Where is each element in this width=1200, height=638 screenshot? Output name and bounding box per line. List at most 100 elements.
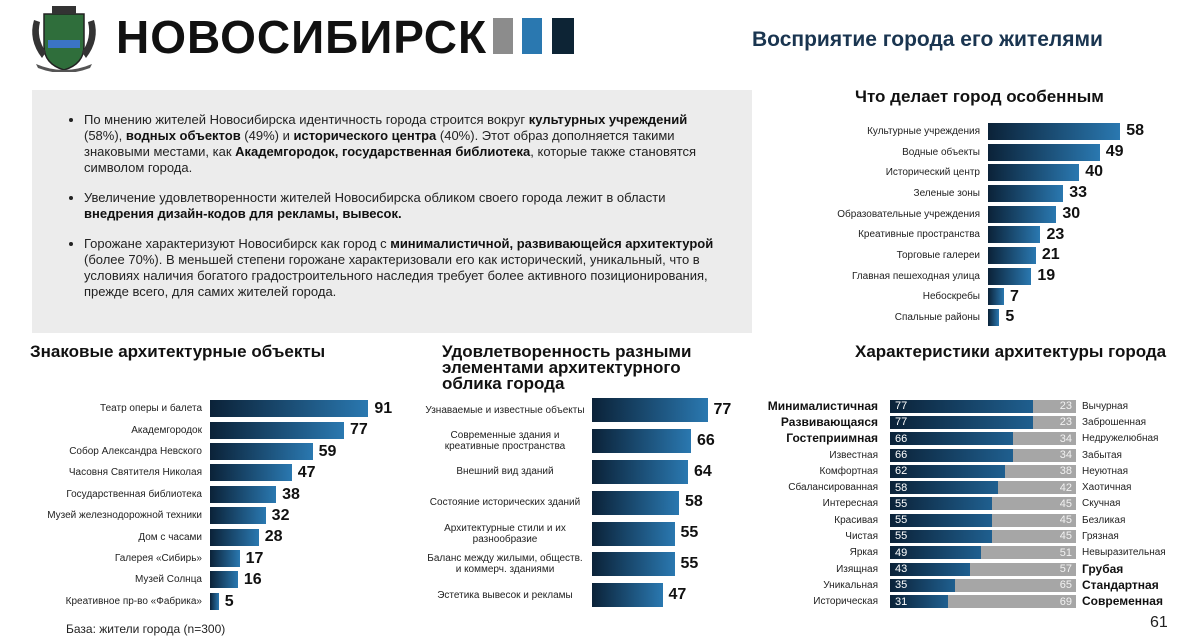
bar-segment: [890, 578, 956, 592]
value-label: 30: [1062, 204, 1081, 222]
value-label: 59: [318, 442, 337, 460]
value-label: 58: [685, 493, 703, 511]
page-title: НОВОСИБИРСК: [116, 11, 488, 63]
value-label: 17: [245, 549, 264, 567]
category-label: Архитектурные стили и их разнообразие: [444, 522, 566, 545]
chart-title: Что делает город особенным: [855, 87, 1104, 106]
category-label: Государственная библиотека: [66, 488, 202, 500]
page-number: 61: [1150, 614, 1168, 631]
decor-square: [493, 18, 513, 54]
chart-title: Характеристики архитектуры города: [855, 342, 1167, 361]
bullet-text: Академгородок, государственная библиотек…: [235, 144, 531, 159]
category-label: Образовательные учреждения: [837, 208, 980, 220]
bar: [592, 490, 679, 515]
value-label: 47: [297, 464, 316, 482]
value-label: 23: [1059, 416, 1072, 429]
bullet-text: (49%) и: [240, 128, 294, 143]
category-label: Галерея «Сибирь»: [114, 552, 202, 564]
bar: [592, 429, 691, 454]
page-subtitle: Восприятие города его жителями: [752, 28, 1103, 51]
value-label: 58: [1126, 122, 1145, 139]
category-label-right: Заброшенная: [1082, 416, 1147, 428]
category-label: Узнаваемые и известные объекты: [425, 404, 585, 416]
bar-segment: [1012, 448, 1076, 462]
value-label: 66: [895, 448, 908, 461]
bar: [210, 507, 266, 525]
bar-segment: [1005, 464, 1076, 478]
bar-segment: [997, 481, 1076, 495]
category-label: Культурные учреждения: [867, 125, 980, 137]
category-label: Интересная: [822, 498, 878, 510]
bullet-text: Увеличение удовлетворенности жителей Нов…: [84, 190, 666, 205]
bar: [592, 460, 688, 484]
category-label: Дом с часами: [138, 531, 202, 543]
category-label: Чистая: [845, 531, 878, 543]
decor-square: [522, 18, 542, 54]
value-label: 66: [697, 431, 715, 449]
category-label-right: Безликая: [1082, 514, 1126, 526]
value-label: 28: [264, 528, 283, 546]
category-label: Гостеприимная: [786, 431, 878, 446]
bar-segment: [890, 546, 982, 560]
bar: [988, 122, 1121, 140]
decor-square: [552, 18, 574, 54]
bar-segment: [992, 497, 1076, 511]
city-emblem: [32, 6, 96, 72]
value-label: 45: [1059, 514, 1072, 527]
value-label: 77: [895, 400, 908, 412]
value-label: 55: [680, 524, 699, 542]
value-label: 55: [895, 530, 908, 543]
bar: [210, 464, 292, 482]
category-label: Изящная: [836, 563, 878, 575]
bullet-text: (40%). Этот образ дополняется такими зна…: [84, 128, 675, 159]
value-label: 23: [1059, 400, 1072, 412]
bar-segment: [890, 497, 993, 511]
bar: [210, 421, 344, 439]
bar: [592, 398, 708, 423]
category-label-right: Современная: [1082, 594, 1163, 609]
bullet-text: , которые также становятся символом горо…: [84, 144, 697, 175]
category-label: Яркая: [849, 547, 878, 559]
value-label: 64: [694, 462, 712, 480]
footnote: База: жители города (n=300): [66, 622, 226, 636]
value-label: 16: [243, 571, 262, 589]
bar: [988, 226, 1041, 244]
category-label-right: Стандартная: [1082, 577, 1159, 592]
bar-segment: [890, 595, 948, 609]
value-label: 62: [895, 465, 908, 478]
category-label: Исторический центр: [885, 167, 980, 179]
category-label: Спальные районы: [894, 312, 980, 324]
category-label: Музей Солнца: [134, 574, 202, 586]
bar-segment: [981, 546, 1076, 560]
value-label: 7: [1009, 287, 1019, 305]
bar-segment: [890, 513, 993, 527]
value-label: 55: [895, 514, 908, 527]
value-label: 47: [668, 585, 687, 603]
bar: [210, 571, 238, 589]
category-label-right: Неуютная: [1082, 465, 1129, 477]
bar: [210, 400, 369, 418]
bullet: Горожане характеризуют Новосибирск как г…: [84, 236, 722, 300]
value-label: 33: [1069, 184, 1088, 202]
bar-segment: [890, 399, 1034, 413]
bar: [210, 550, 240, 567]
value-label: 38: [1059, 465, 1072, 478]
bar: [210, 443, 313, 460]
category-label: Водные объекты: [902, 146, 980, 158]
bar-segment: [890, 562, 970, 576]
category-label: Главная пешеходная улица: [851, 270, 980, 282]
bullet: По мнению жителей Новосибирска идентично…: [84, 112, 722, 176]
value-label: 40: [1085, 163, 1103, 181]
bar-segment: [947, 595, 1076, 609]
bar-segment: [969, 562, 1076, 576]
bar: [592, 552, 675, 577]
bar: [988, 267, 1032, 285]
category-label: Торговые галереи: [896, 250, 980, 262]
category-label-right: Недружелюбная: [1082, 433, 1159, 445]
category-label-right: Грубая: [1082, 561, 1124, 576]
chart-title: Знаковые архитектурные объекты: [30, 342, 326, 361]
value-label: 5: [1005, 308, 1015, 326]
category-label-right: Вычурная: [1082, 400, 1129, 412]
value-label: 55: [680, 555, 699, 572]
value-label: 77: [713, 401, 732, 418]
